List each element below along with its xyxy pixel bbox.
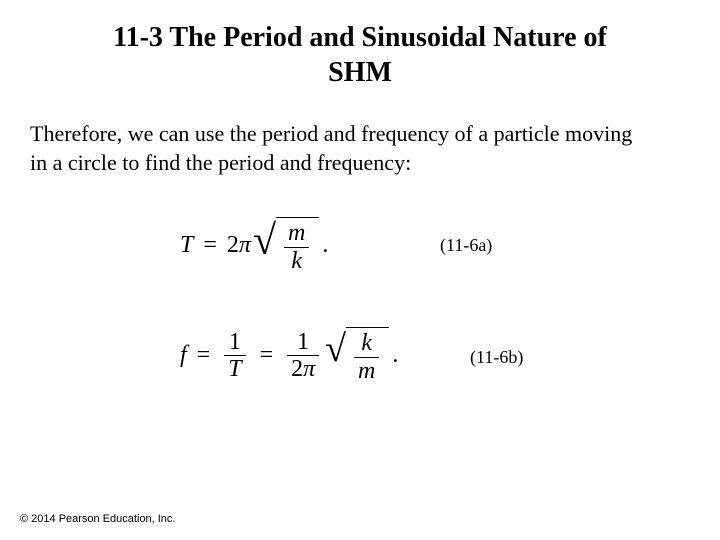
equation-2-label: (11-6b) [470, 347, 523, 368]
eq2-mid-num: 1 [225, 329, 245, 355]
eq1-sqrt-den: k [287, 248, 306, 274]
equation-1: T = 2 π √ m k . [180, 217, 690, 274]
eq1-lhs: T [180, 232, 193, 259]
radical-sign-icon: √ [253, 223, 276, 280]
eq2-frac-mid: 1 T [224, 329, 245, 383]
eq2-coef-den-pi: π [303, 356, 315, 382]
eq2-frac-coef: 1 2π [287, 329, 319, 383]
slide-container: 11-3 The Period and Sinusoidal Nature of… [0, 0, 720, 540]
equation-1-block: T = 2 π √ m k . (11-6a) [180, 217, 690, 277]
copyright-text: © 2014 Pearson Education, Inc. [20, 513, 175, 525]
eq1-equals: = [203, 232, 217, 259]
eq2-lhs: f [180, 342, 187, 369]
equation-1-label: (11-6a) [440, 235, 492, 256]
eq2-equals-1: = [197, 342, 211, 369]
eq1-frac: m k [284, 220, 309, 274]
equation-2-block: f = 1 T = 1 2π √ k [180, 327, 690, 387]
eq2-sqrt: √ k m [325, 327, 389, 384]
eq2-sqrt-den: m [354, 358, 379, 384]
eq2-frac-sqrt: k m [354, 330, 379, 384]
eq1-coef: 2 [227, 232, 239, 259]
eq2-equals-2: = [260, 342, 274, 369]
eq1-terminator: . [322, 232, 328, 259]
eq1-sqrt: √ m k [253, 217, 319, 274]
eq2-terminator: . [392, 342, 398, 369]
radical-sign-icon: √ [325, 332, 346, 389]
eq2-coef-den-a: 2 [291, 356, 303, 382]
eq2-coef-den: 2π [287, 356, 319, 382]
eq2-radicand: k m [346, 327, 389, 384]
body-paragraph: Therefore, we can use the period and fre… [30, 120, 650, 177]
eq1-radicand: m k [276, 217, 319, 274]
slide-title: 11-3 The Period and Sinusoidal Nature of… [80, 20, 640, 90]
eq2-mid-den: T [224, 356, 245, 382]
equation-2: f = 1 T = 1 2π √ k [180, 327, 690, 384]
eq2-coef-num: 1 [293, 329, 313, 355]
eq1-pi: π [239, 232, 251, 259]
eq1-sqrt-num: m [284, 220, 309, 246]
eq2-sqrt-num: k [357, 330, 376, 356]
